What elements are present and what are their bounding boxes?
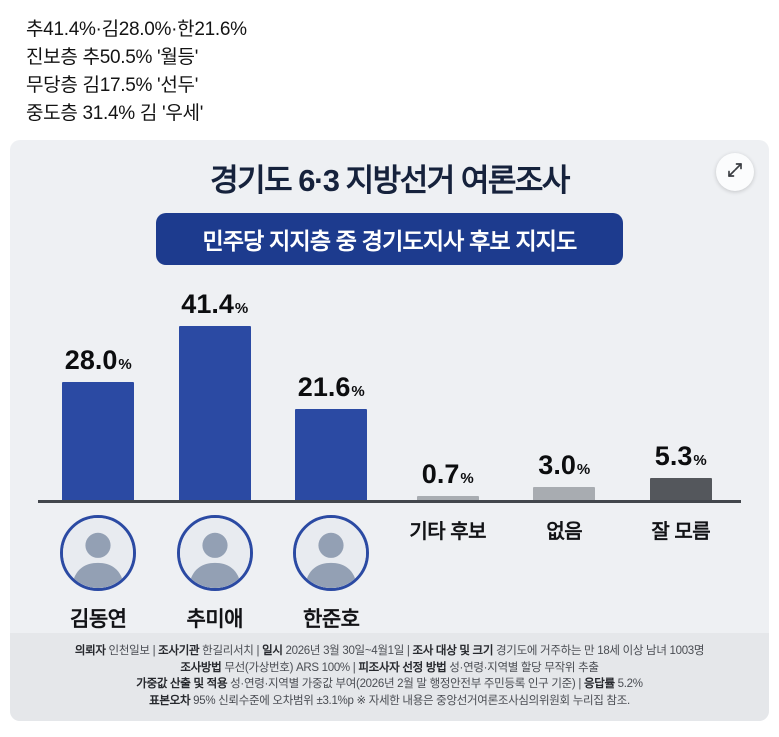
category-label: 잘 모름 — [651, 521, 711, 543]
percent-sign: % — [576, 461, 591, 479]
bar-column: 41.4% — [157, 289, 274, 500]
headline-line: 무당층 김17.5% '선두' — [26, 75, 199, 96]
footnote-text: 5.2% — [614, 678, 643, 690]
footnote-text: 95% 신뢰수준에 오차범위 ±3.1%p ※ 자세한 내용은 중앙선거여론조사… — [190, 694, 630, 707]
poll-subtitle-banner: 민주당 지지층 중 경기도지사 후보 지지도 — [156, 213, 623, 265]
bar-column: 5.3% — [623, 441, 740, 500]
bar-value-label: 0.7% — [422, 459, 474, 490]
bar-value-label: 28.0% — [65, 345, 132, 376]
percent-sign: % — [118, 356, 132, 374]
survey-methodology-footnotes: 의뢰자 인천일보 | 조사기관 한길리서치 | 일시 2026년 3월 30일~… — [10, 633, 769, 721]
bar-value-number: 3.0 — [538, 450, 576, 481]
bar-value-number: 41.4 — [181, 289, 234, 320]
footnote-label: 조사기관 — [158, 645, 200, 657]
footnote-label: 피조사자 선정 방법 — [358, 661, 447, 674]
candidate-photo — [293, 515, 370, 591]
bar-value-number: 21.6 — [297, 372, 351, 403]
bar — [533, 487, 596, 500]
category-label: 기타 후보 — [409, 521, 487, 543]
poll-graphic-card: 경기도 6·3 지방선거 여론조사 민주당 지지층 중 경기도지사 후보 지지도… — [10, 140, 769, 721]
bar — [416, 496, 479, 500]
chart-category-row: 김동연 추미애 한준호 기타 후보 없음 잘 모름 — [10, 503, 769, 633]
candidate-name: 추미애 — [186, 608, 244, 631]
footnote-label: 조사 대상 및 크기 — [412, 645, 494, 657]
below-column: 김동연 — [40, 513, 157, 633]
bar-value-number: 0.7 — [421, 459, 460, 489]
bar — [295, 409, 368, 500]
below-column: 기타 후보 — [390, 513, 507, 633]
bar — [649, 477, 712, 500]
bar-value-label: 5.3% — [655, 441, 707, 472]
footnote-line: 의뢰자 인천일보 | 조사기관 한길리서치 | 일시 2026년 3월 30일~… — [24, 643, 755, 660]
bar — [62, 382, 135, 500]
bar — [178, 326, 251, 500]
poll-title: 경기도 6·3 지방선거 여론조사 — [210, 163, 570, 198]
chart-baseline — [38, 500, 741, 503]
footnote-text: 2026년 3월 30일~4월1일 | — [282, 645, 413, 657]
bar-chart: 28.0% 41.4% 21.6% 0.7% 3.0% 5.3% — [10, 285, 769, 500]
headline-line: 진보층 추50.5% '월등' — [26, 47, 199, 68]
footnote-line: 표본오차 95% 신뢰수준에 오차범위 ±3.1%p ※ 자세한 내용은 중앙선… — [24, 693, 755, 710]
headline-summary: 추41.4%·김28.0%·한21.6% 진보층 추50.5% '월등' 무당층… — [0, 0, 779, 134]
bar-value-label: 41.4% — [181, 289, 248, 320]
percent-sign: % — [460, 470, 474, 487]
footnote-label: 의뢰자 — [74, 645, 106, 657]
footnote-line: 가중값 산출 및 적용 성·연령·지역별 가중값 부여(2026년 2월 말 행… — [24, 676, 755, 693]
headline-line: 추41.4%·김28.0%·한21.6% — [26, 19, 247, 40]
expand-image-button[interactable] — [716, 153, 754, 191]
footnote-text: 경기도에 거주하는 만 18세 이상 남녀 1003명 — [493, 645, 705, 657]
below-column: 잘 모름 — [623, 513, 740, 633]
bar-column: 21.6% — [273, 372, 390, 500]
candidate-name: 김동연 — [70, 608, 127, 631]
candidate-photo — [176, 515, 253, 591]
footnote-label: 일시 — [262, 645, 283, 657]
candidate-name: 한준호 — [303, 608, 360, 631]
bar-column: 0.7% — [390, 459, 507, 500]
category-label: 없음 — [546, 521, 583, 543]
footnote-label: 응답률 — [583, 678, 615, 690]
percent-sign: % — [693, 451, 707, 469]
bar-column: 3.0% — [506, 450, 623, 500]
bar-value-number: 5.3 — [654, 440, 693, 471]
expand-arrows-icon — [726, 161, 744, 184]
footnote-text: 한길리서치 | — [199, 645, 263, 657]
footnote-label: 가중값 산출 및 적용 — [136, 678, 228, 690]
footnote-text: 성·연령·지역별 가중값 부여(2026년 2월 말 행정안전부 주민등록 인구… — [227, 678, 584, 690]
bar-value-label: 3.0% — [538, 450, 590, 481]
footnote-line: 조사방법 무선(가상번호) ARS 100% | 피조사자 선정 방법 성·연령… — [24, 660, 755, 677]
footnote-text: 인천일보 | — [105, 645, 159, 657]
percent-sign: % — [234, 300, 249, 318]
footnote-text: 성·연령·지역별 할당 무작위 추출 — [446, 661, 599, 674]
footnote-text: 무선(가상번호) ARS 100% | — [221, 661, 359, 674]
below-column: 없음 — [506, 513, 623, 633]
below-column: 추미애 — [157, 513, 274, 633]
bar-value-number: 28.0 — [64, 345, 118, 376]
bar-column: 28.0% — [40, 345, 157, 500]
bar-value-label: 21.6% — [298, 372, 365, 403]
percent-sign: % — [351, 383, 365, 401]
footnote-label: 표본오차 — [149, 694, 191, 707]
below-column: 한준호 — [273, 513, 390, 633]
footnote-label: 조사방법 — [180, 661, 222, 674]
headline-line: 중도층 31.4% 김 '우세' — [26, 103, 204, 124]
candidate-photo — [60, 515, 137, 591]
